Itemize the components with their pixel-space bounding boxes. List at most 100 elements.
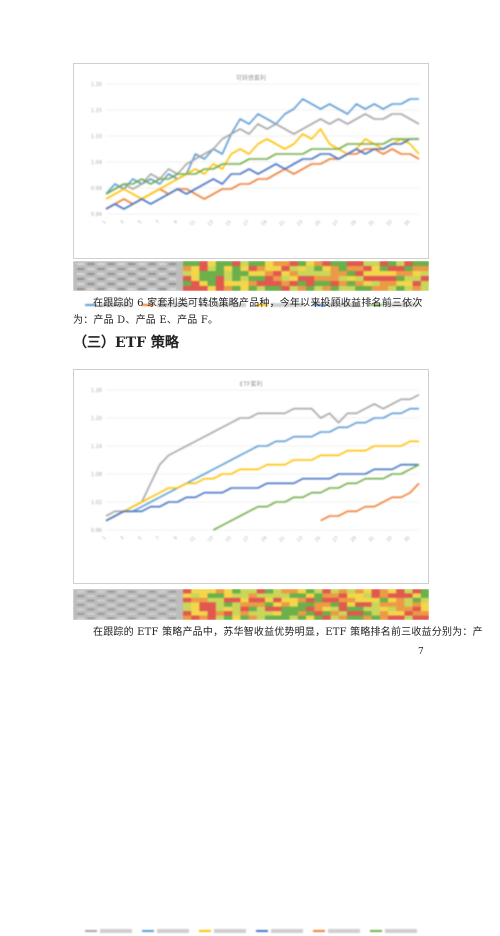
heatmap-cell <box>396 589 405 594</box>
heatmap-cell <box>289 615 299 620</box>
heatmap-cell <box>248 271 258 277</box>
y-tick-label: 1.20 <box>91 416 102 422</box>
heatmap-cell <box>412 615 422 620</box>
heatmap-cell <box>388 589 397 594</box>
heatmap-cell <box>199 266 209 272</box>
heatmap-cell <box>388 597 397 603</box>
heatmap-cell <box>248 589 258 594</box>
y-tick-label: 1.10 <box>91 134 102 140</box>
heatmap-cell <box>273 276 282 282</box>
heatmap-cell <box>240 266 250 272</box>
heatmap-cell <box>273 615 282 620</box>
heatmap-cell <box>207 589 217 594</box>
heatmap-cell <box>232 271 241 277</box>
legend-item-5 <box>313 927 360 936</box>
x-tick-label: 11 <box>189 219 197 227</box>
heatmap-cell <box>199 589 209 594</box>
heatmap-cell <box>265 589 274 594</box>
heatmap-cell <box>207 611 217 617</box>
heatmap-cell <box>306 615 315 620</box>
heatmap-cell <box>322 602 332 608</box>
heatmap-cell <box>306 281 315 287</box>
heatmap-cell <box>338 261 348 267</box>
heatmap-cell <box>215 615 225 620</box>
heatmap-cell <box>412 606 422 612</box>
heatmap-cell <box>199 602 209 608</box>
page-number: 7 <box>418 647 424 657</box>
heatmap-cell <box>412 286 422 291</box>
heatmap-cell <box>199 286 209 291</box>
legend-swatch <box>313 303 325 306</box>
x-tick-label: 19 <box>260 535 268 543</box>
series-line-3 <box>105 113 420 195</box>
heatmap-cell <box>224 602 233 608</box>
heatmap-cell <box>256 593 266 599</box>
x-tick-label: 15 <box>224 219 232 227</box>
x-tick-label: 29 <box>350 535 358 543</box>
heatmap-cell <box>183 276 192 282</box>
heatmap-cell <box>314 597 323 603</box>
heatmap-cell <box>215 271 225 277</box>
heatmap-cell <box>289 611 299 617</box>
heatmap-cell <box>420 286 429 291</box>
heatmap-cell <box>355 589 364 594</box>
heatmap-cell <box>281 615 291 620</box>
heatmap-cell <box>297 261 307 267</box>
heatmap-cell <box>199 271 209 277</box>
heatmap-cell <box>388 286 397 291</box>
heatmap-cell <box>347 597 356 603</box>
heatmap-cell <box>248 281 258 287</box>
heatmap-cell <box>396 281 405 287</box>
heatmap-cell <box>412 276 422 282</box>
heatmap-cell <box>183 261 192 267</box>
heatmap-cell <box>363 271 373 277</box>
heatmap-cell <box>388 593 397 599</box>
heatmap-cell <box>338 271 348 277</box>
heatmap-cell <box>330 276 340 282</box>
y-tick-label: 1.08 <box>91 472 102 478</box>
heatmap-cell <box>404 597 414 603</box>
heatmap-cell <box>207 286 217 291</box>
heatmap-cell <box>314 611 323 617</box>
x-tick-label: 29 <box>350 219 358 227</box>
heatmap-cell <box>232 589 241 594</box>
legend-item-6 <box>370 302 417 308</box>
heatmap-cell <box>396 597 405 603</box>
heatmap-cell <box>322 597 332 603</box>
heatmap-cell <box>281 602 291 608</box>
heatmap-cell <box>314 266 323 272</box>
heatmap-cell <box>396 286 405 291</box>
heatmap-cell <box>256 271 266 277</box>
x-tick-label: 31 <box>367 535 375 543</box>
heatmap-cell <box>338 606 348 612</box>
legend-swatch <box>142 303 154 306</box>
x-tick-label: 9 <box>173 535 179 541</box>
heatmap-cell <box>273 281 282 287</box>
heatmap-cell <box>371 615 381 620</box>
heatmap-cell <box>363 276 373 282</box>
heatmap-cell <box>199 606 209 612</box>
heatmap-cell <box>420 261 429 267</box>
heatmap-cell <box>347 276 356 282</box>
heatmap-cell <box>224 261 233 267</box>
heatmap-table-etf <box>73 589 429 620</box>
heatmap-cell <box>404 602 414 608</box>
heatmap-cell <box>281 286 291 291</box>
heatmap-cell <box>248 266 258 272</box>
heatmap-cell <box>297 606 307 612</box>
heatmap-cell <box>281 261 291 267</box>
heatmap-cell <box>388 261 397 267</box>
heatmap-cell <box>207 615 217 620</box>
heatmap-cell <box>306 276 315 282</box>
heatmap-cell <box>232 611 241 617</box>
heatmap-cell <box>379 615 389 620</box>
heatmap-cell <box>248 606 258 612</box>
heatmap-cell <box>232 276 241 282</box>
heatmap-cell <box>420 597 429 603</box>
heatmap-cell <box>207 266 217 272</box>
heatmap-cell <box>355 597 364 603</box>
heatmap-row-headers <box>73 261 183 291</box>
heatmap-cell <box>314 286 323 291</box>
x-tick-label: 21 <box>278 219 286 227</box>
x-tick-label: 33 <box>385 535 393 543</box>
